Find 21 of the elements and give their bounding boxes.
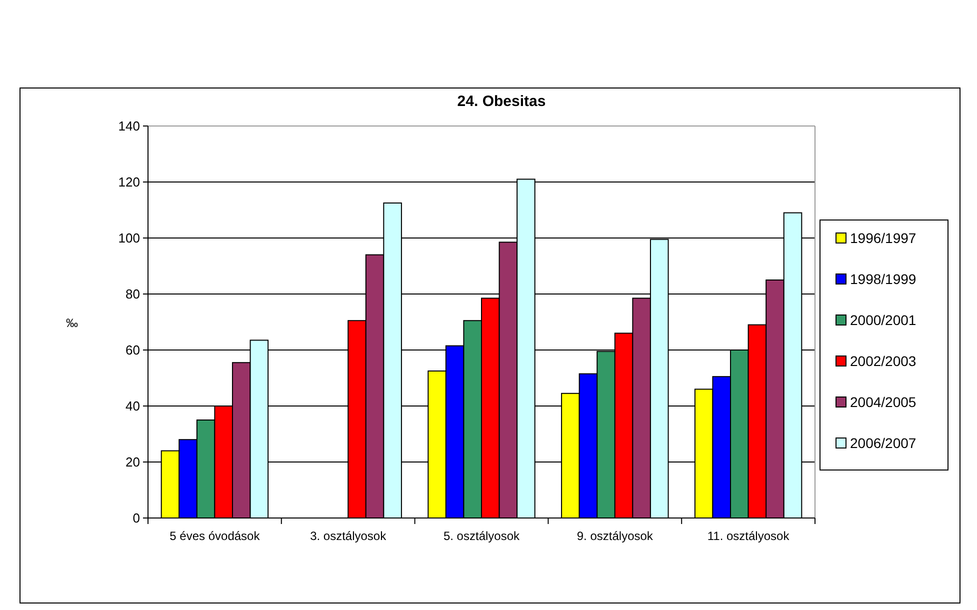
- y-tick-label: 120: [118, 174, 140, 190]
- x-tick-label: 9. osztályosok: [576, 529, 654, 543]
- legend-label: 2004/2005: [850, 394, 916, 410]
- y-tick-label: 0: [132, 510, 140, 526]
- x-tick-label: 3. osztályosok: [310, 529, 388, 543]
- y-tick-label: 40: [126, 398, 140, 414]
- y-axis-title: ‰: [66, 316, 78, 330]
- y-tick-label: 140: [118, 118, 140, 134]
- x-tick-label: 11. osztályosok: [707, 529, 790, 543]
- legend-label: 2002/2003: [850, 353, 916, 369]
- y-tick-label: 20: [126, 454, 140, 470]
- legend-label: 2006/2007: [850, 435, 916, 451]
- x-tick-label: 5 éves óvodások: [170, 529, 261, 543]
- legend-label: 1998/1999: [850, 271, 916, 287]
- chart-title: 24. Obesitas: [457, 93, 546, 110]
- y-tick-label: 60: [126, 342, 140, 358]
- x-tick-label: 5. osztályosok: [443, 529, 521, 543]
- y-tick-label: 100: [118, 230, 140, 246]
- y-tick-label: 80: [126, 286, 140, 302]
- legend-label: 2000/2001: [850, 312, 916, 328]
- legend-label: 1996/1997: [850, 230, 916, 246]
